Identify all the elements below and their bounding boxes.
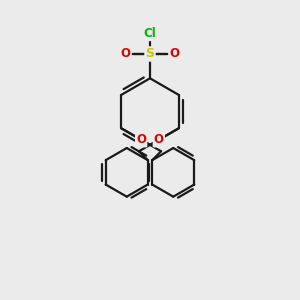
Text: O: O [121, 47, 131, 61]
Text: O: O [136, 133, 146, 146]
Text: O: O [169, 47, 179, 61]
Text: O: O [154, 133, 164, 146]
Text: S: S [146, 47, 154, 61]
Text: Cl: Cl [144, 27, 156, 40]
